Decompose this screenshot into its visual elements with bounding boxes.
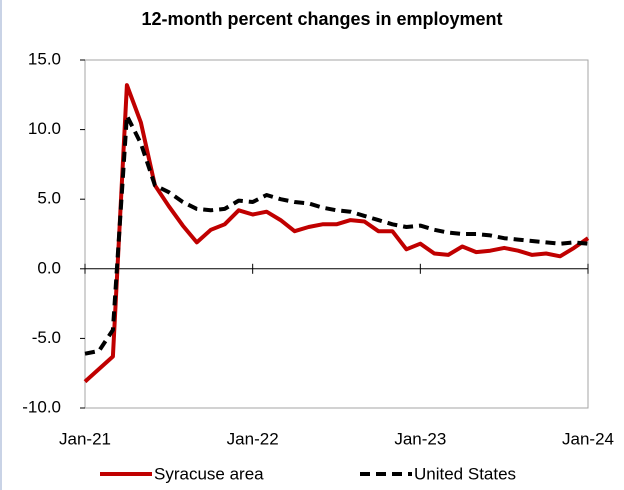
plot-frame [84,59,589,409]
x-tick-label: Jan-21 [59,429,111,448]
x-tick-label: Jan-22 [227,429,279,448]
y-tick-label: -10.0 [22,397,61,416]
legend-label: United States [414,464,516,483]
y-tick-label: 0.0 [37,258,61,277]
x-tick-label: Jan-24 [562,429,614,448]
legend-label: Syracuse area [154,464,264,483]
y-tick-label: 5.0 [37,189,61,208]
series-line [83,83,590,384]
y-tick-label: 15.0 [28,49,61,68]
x-tick-label: Jan-23 [394,429,446,448]
y-tick-label: 10.0 [28,119,61,138]
chart-title: 12-month percent changes in employment [141,9,502,29]
series-line [84,113,589,356]
y-tick-label: -5.0 [32,328,61,347]
